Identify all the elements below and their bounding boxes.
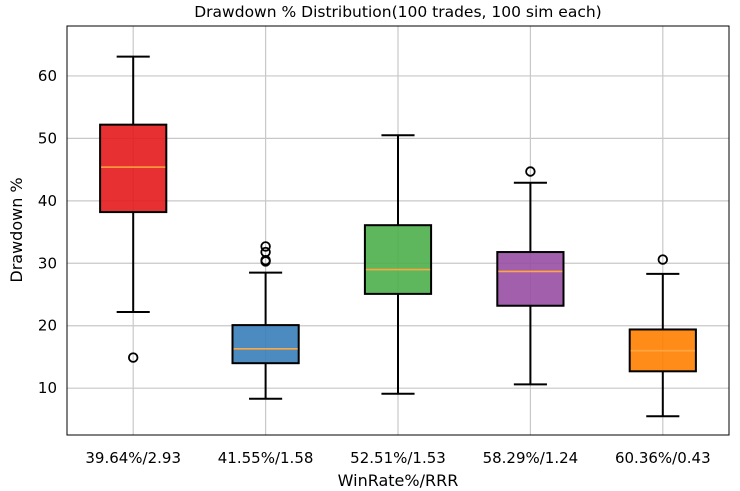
y-tick-label: 20 — [38, 317, 57, 335]
outlier-point — [260, 241, 271, 252]
box — [363, 224, 433, 295]
chart-title: Drawdown % Distribution(100 trades, 100 … — [194, 3, 601, 21]
box — [231, 324, 300, 365]
x-axis-label: WinRate%/RRR — [338, 471, 459, 490]
x-tick-label: 39.64%/2.93 — [85, 449, 181, 467]
y-axis: 10 20 30 40 50 60 — [38, 67, 57, 397]
box — [99, 123, 168, 214]
outlier-point — [525, 166, 536, 177]
x-tick-label: 60.36%/0.43 — [615, 449, 711, 467]
box-group — [99, 55, 168, 363]
y-tick-label: 50 — [38, 129, 57, 147]
y-axis-label: Drawdown % — [7, 177, 26, 282]
x-tick-label: 52.51%/1.53 — [350, 449, 446, 467]
box-group — [496, 166, 565, 386]
y-tick-label: 40 — [38, 192, 57, 210]
box-group — [363, 134, 433, 395]
box — [496, 251, 565, 307]
y-tick-label: 60 — [38, 67, 57, 85]
outlier-point — [260, 246, 271, 258]
x-axis: 39.64%/2.93 41.55%/1.58 52.51%/1.53 58.29%/… — [85, 449, 710, 467]
box-group — [628, 254, 697, 418]
box-series — [99, 55, 697, 418]
y-tick-label: 30 — [38, 254, 57, 272]
box-group — [231, 241, 300, 400]
x-tick-label: 58.29%/1.24 — [483, 449, 579, 467]
y-tick-label: 10 — [38, 379, 57, 397]
plot-frame — [66, 25, 730, 436]
outlier-point — [127, 352, 139, 363]
outlier-point — [657, 254, 669, 265]
x-tick-label: 41.55%/1.58 — [218, 449, 314, 467]
